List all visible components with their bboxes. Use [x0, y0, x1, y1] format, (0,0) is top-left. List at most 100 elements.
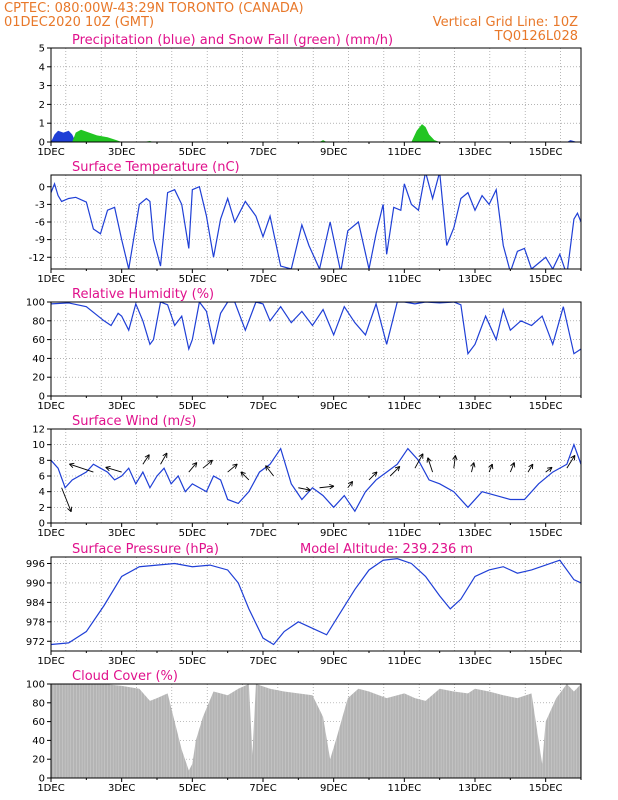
x-tick-label: 5DEC: [179, 401, 206, 412]
x-tick-label: 15DEC: [529, 401, 563, 412]
x-tick-label: 1DEC: [37, 401, 64, 412]
x-tick-label: 5DEC: [179, 147, 206, 158]
wind-arrow-head: [570, 454, 576, 461]
panel-frame-cloud: [50, 683, 582, 779]
panel-title-wind: Surface Wind (m/s): [72, 414, 196, 429]
wind-arrow: [61, 487, 72, 512]
wind-arrow-head: [426, 457, 432, 463]
panel-frame-pressure: [50, 556, 582, 652]
header-code: TQ0126L028: [494, 29, 578, 44]
y-tick-label: 6: [39, 472, 45, 483]
wind-arrow-head: [240, 471, 246, 477]
wind-arrow-head: [144, 454, 150, 460]
y-tick-label: -9: [35, 235, 45, 246]
x-tick-label: 5DEC: [179, 528, 206, 539]
panel-annotation-pressure: Model Altitude: 239.236 m: [300, 542, 473, 557]
wind-arrow: [298, 487, 311, 491]
wind-arrow: [240, 471, 250, 481]
wind-arrow: [509, 462, 515, 473]
x-tick-label: 11DEC: [387, 401, 421, 412]
panel-frame-precip: [50, 47, 582, 143]
wind-arrow: [488, 463, 493, 473]
x-tick-label: 7DEC: [249, 528, 276, 539]
series-line-rh: [51, 302, 581, 356]
y-tick-label: 100: [26, 680, 45, 691]
x-tick-label: 15DEC: [529, 147, 563, 158]
x-tick-label: 15DEC: [529, 528, 563, 539]
panel-cloud: Cloud Cover (%) 0 20 40 60 80 100 1DEC 3DEC 5DEC 7…: [26, 669, 582, 794]
x-tick-label: 9DEC: [320, 401, 347, 412]
y-tick-label: 3: [39, 81, 45, 92]
wind-arrow: [142, 454, 150, 465]
wind-arrow: [414, 453, 424, 469]
x-tick-label: 9DEC: [320, 783, 347, 794]
wind-arrow-head: [470, 462, 476, 468]
panel-pressure: Surface Pressure (hPa) Model Altitude: 23…: [26, 542, 582, 667]
x-tick-label: 15DEC: [529, 656, 563, 667]
plot-area-temp: [51, 175, 581, 269]
wind-arrow-head: [452, 455, 458, 461]
wind-arrow-head: [192, 462, 198, 468]
y-tick-label: -6: [35, 218, 45, 229]
x-tick-label: 13DEC: [458, 656, 492, 667]
wind-arrow: [160, 452, 168, 465]
y-tick-label: 4: [39, 62, 45, 73]
wind-arrow: [527, 463, 534, 473]
wind-arrow: [347, 481, 353, 489]
x-tick-label: 9DEC: [320, 656, 347, 667]
y-tick-label: 40: [32, 354, 45, 365]
wind-arrow-head: [207, 459, 213, 465]
x-tick-label: 13DEC: [458, 528, 492, 539]
x-tick-label: 5DEC: [179, 783, 206, 794]
y-tick-label: 0: [39, 138, 45, 149]
series-line-temp: [51, 175, 581, 269]
plot-area-cloud: [51, 684, 581, 778]
y-tick-label: 0: [39, 182, 45, 193]
y-tick-label: 20: [32, 373, 45, 384]
y-tick-label: 60: [32, 335, 45, 346]
wind-arrow: [265, 465, 274, 477]
wind-arrow: [188, 462, 198, 473]
x-tick-label: 1DEC: [37, 528, 64, 539]
series-line-wind: [51, 442, 581, 513]
wind-arrow: [453, 455, 456, 469]
panel-temp: Surface Temperature (nC) -12 -9 -6 -3 0 1DEC 3D…: [29, 160, 582, 285]
wind-arrow-head: [329, 483, 335, 490]
wind-arrow: [202, 459, 213, 469]
panel-title-temp: Surface Temperature (nC): [72, 160, 240, 175]
wind-arrow-head: [67, 506, 73, 513]
panel-wind: Surface Wind (m/s) 0 2 4 6 8 10 12 1DEC 3DEC 5DEC 7…: [32, 414, 582, 539]
panel-title-rh: Relative Humidity (%): [72, 287, 214, 302]
series-area-blue: [51, 126, 578, 142]
y-tick-label: 4: [39, 487, 45, 498]
wind-arrow: [368, 471, 378, 481]
y-tick-label: 8: [39, 456, 45, 467]
x-tick-label: 1DEC: [37, 147, 64, 158]
y-tick-label: 2: [39, 503, 45, 514]
x-tick-label: 13DEC: [458, 274, 492, 285]
plot-area-pressure: [51, 558, 581, 646]
series-line-pressure: [51, 558, 581, 646]
panel-precip: Precipitation (blue) and Snow Fall (gree…: [37, 33, 582, 158]
panel-frame-rh: [50, 301, 582, 397]
y-tick-label: -12: [29, 253, 45, 264]
x-tick-label: 11DEC: [387, 656, 421, 667]
y-tick-label: 80: [32, 698, 45, 709]
x-tick-label: 7DEC: [249, 274, 276, 285]
panel-frame-wind: [50, 428, 582, 524]
panel-frame-temp: [50, 174, 582, 270]
x-tick-label: 1DEC: [37, 656, 64, 667]
wind-arrow: [105, 466, 122, 473]
panel-rh: Relative Humidity (%) 0 20 40 60 80 100 1DEC 3DE…: [26, 287, 582, 412]
series-area-green: [72, 124, 440, 142]
wind-arrow-head: [394, 465, 401, 472]
x-tick-label: 1DEC: [37, 274, 64, 285]
header-grid-note: Vertical Grid Line: 10Z: [433, 15, 578, 30]
y-tick-label: 2: [39, 100, 45, 111]
wind-arrow: [319, 485, 334, 489]
wind-arrow-head: [347, 480, 354, 487]
wind-arrow-head: [105, 465, 111, 472]
y-tick-label: 100: [26, 298, 45, 309]
wind-arrow-head: [265, 465, 271, 471]
x-tick-label: 3DEC: [108, 401, 135, 412]
